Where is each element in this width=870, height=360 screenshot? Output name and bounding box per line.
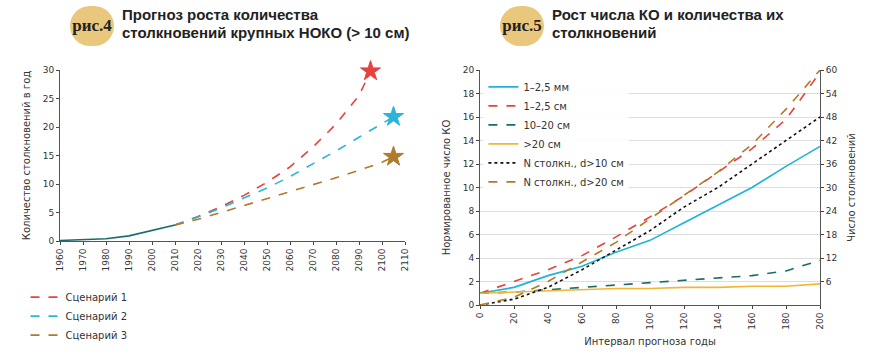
svg-text:12: 12 bbox=[463, 159, 474, 169]
svg-text:8: 8 bbox=[468, 206, 474, 216]
svg-text:10–20 см: 10–20 см bbox=[523, 120, 570, 131]
svg-text:2110: 2110 bbox=[400, 248, 410, 271]
svg-text:2050: 2050 bbox=[262, 248, 272, 271]
svg-text:2: 2 bbox=[468, 277, 474, 287]
svg-text:100: 100 bbox=[645, 312, 655, 329]
svg-text:2070: 2070 bbox=[308, 248, 318, 271]
svg-text:60: 60 bbox=[577, 312, 587, 324]
html-text:рис.5: рис.5 bbox=[502, 16, 542, 35]
svg-text:60: 60 bbox=[826, 65, 838, 75]
svg-text:42: 42 bbox=[826, 136, 837, 146]
svg-text:N столкн., d>20 см: N столкн., d>20 см bbox=[523, 177, 623, 188]
svg-text:30: 30 bbox=[826, 183, 838, 193]
svg-text:80: 80 bbox=[611, 312, 621, 324]
svg-text:16: 16 bbox=[463, 112, 475, 122]
svg-text:0: 0 bbox=[475, 312, 485, 318]
svg-text:200: 200 bbox=[815, 312, 825, 329]
svg-text:2090: 2090 bbox=[354, 248, 364, 271]
html-text:Прогноз роста количества столк: Прогноз роста количества столкновений кр… bbox=[122, 6, 410, 41]
svg-text:120: 120 bbox=[679, 312, 689, 329]
svg-text:Интервал прогноза годы: Интервал прогноза годы bbox=[584, 336, 716, 347]
svg-text:4: 4 bbox=[468, 253, 474, 263]
svg-text:Сценарий 3: Сценарий 3 bbox=[66, 330, 128, 341]
svg-text:2030: 2030 bbox=[216, 248, 226, 271]
svg-text:10: 10 bbox=[463, 183, 475, 193]
svg-text:6: 6 bbox=[468, 230, 474, 240]
svg-text:180: 180 bbox=[781, 312, 791, 329]
svg-text:18: 18 bbox=[826, 230, 838, 240]
svg-text:12: 12 bbox=[826, 253, 837, 263]
svg-text:6: 6 bbox=[826, 277, 832, 287]
svg-text:0: 0 bbox=[48, 236, 54, 246]
svg-text:54: 54 bbox=[826, 89, 838, 99]
html-text:Рост числа КО и количества их: Рост числа КО и количества их столкновен… bbox=[552, 6, 784, 41]
svg-text:10: 10 bbox=[43, 179, 55, 189]
svg-text:Нормированное число КО: Нормированное число КО bbox=[441, 120, 452, 256]
svg-text:25: 25 bbox=[43, 94, 54, 104]
svg-text:40: 40 bbox=[543, 312, 553, 324]
svg-text:1990: 1990 bbox=[124, 248, 134, 271]
svg-text:1–2,5 см: 1–2,5 см bbox=[523, 101, 567, 112]
svg-text:2000: 2000 bbox=[147, 248, 157, 271]
svg-text:Количество столкновений в год: Количество столкновений в год bbox=[21, 71, 32, 240]
svg-text:2040: 2040 bbox=[239, 248, 249, 271]
svg-text:18: 18 bbox=[463, 89, 475, 99]
svg-text:140: 140 bbox=[713, 312, 723, 329]
svg-text:>20 см: >20 см bbox=[523, 139, 560, 150]
svg-text:1980: 1980 bbox=[101, 248, 111, 271]
svg-text:30: 30 bbox=[43, 65, 55, 75]
svg-text:2060: 2060 bbox=[285, 248, 295, 271]
svg-text:5: 5 bbox=[48, 208, 54, 218]
svg-text:2080: 2080 bbox=[331, 248, 341, 271]
svg-text:160: 160 bbox=[747, 312, 757, 329]
svg-text:1960: 1960 bbox=[55, 248, 65, 271]
svg-text:48: 48 bbox=[826, 112, 838, 122]
svg-text:24: 24 bbox=[826, 206, 838, 216]
svg-text:20: 20 bbox=[43, 122, 55, 132]
svg-text:N столкн., d>10 см: N столкн., d>10 см bbox=[523, 158, 623, 169]
svg-text:Сценарий 1: Сценарий 1 bbox=[66, 292, 128, 303]
svg-text:15: 15 bbox=[43, 151, 54, 161]
svg-text:1970: 1970 bbox=[78, 248, 88, 271]
svg-text:Число столкновений: Число столкновений bbox=[846, 133, 857, 242]
svg-text:2100: 2100 bbox=[377, 248, 387, 271]
svg-text:0: 0 bbox=[468, 300, 474, 310]
svg-text:2010: 2010 bbox=[170, 248, 180, 271]
svg-text:14: 14 bbox=[463, 136, 475, 146]
svg-text:20: 20 bbox=[509, 312, 519, 324]
svg-text:2020: 2020 bbox=[193, 248, 203, 271]
svg-text:1–2,5 мм: 1–2,5 мм bbox=[523, 82, 569, 93]
svg-text:Сценарий 2: Сценарий 2 bbox=[66, 311, 128, 322]
html-text:рис.4: рис.4 bbox=[72, 16, 112, 35]
svg-text:36: 36 bbox=[826, 159, 838, 169]
svg-text:20: 20 bbox=[463, 65, 475, 75]
